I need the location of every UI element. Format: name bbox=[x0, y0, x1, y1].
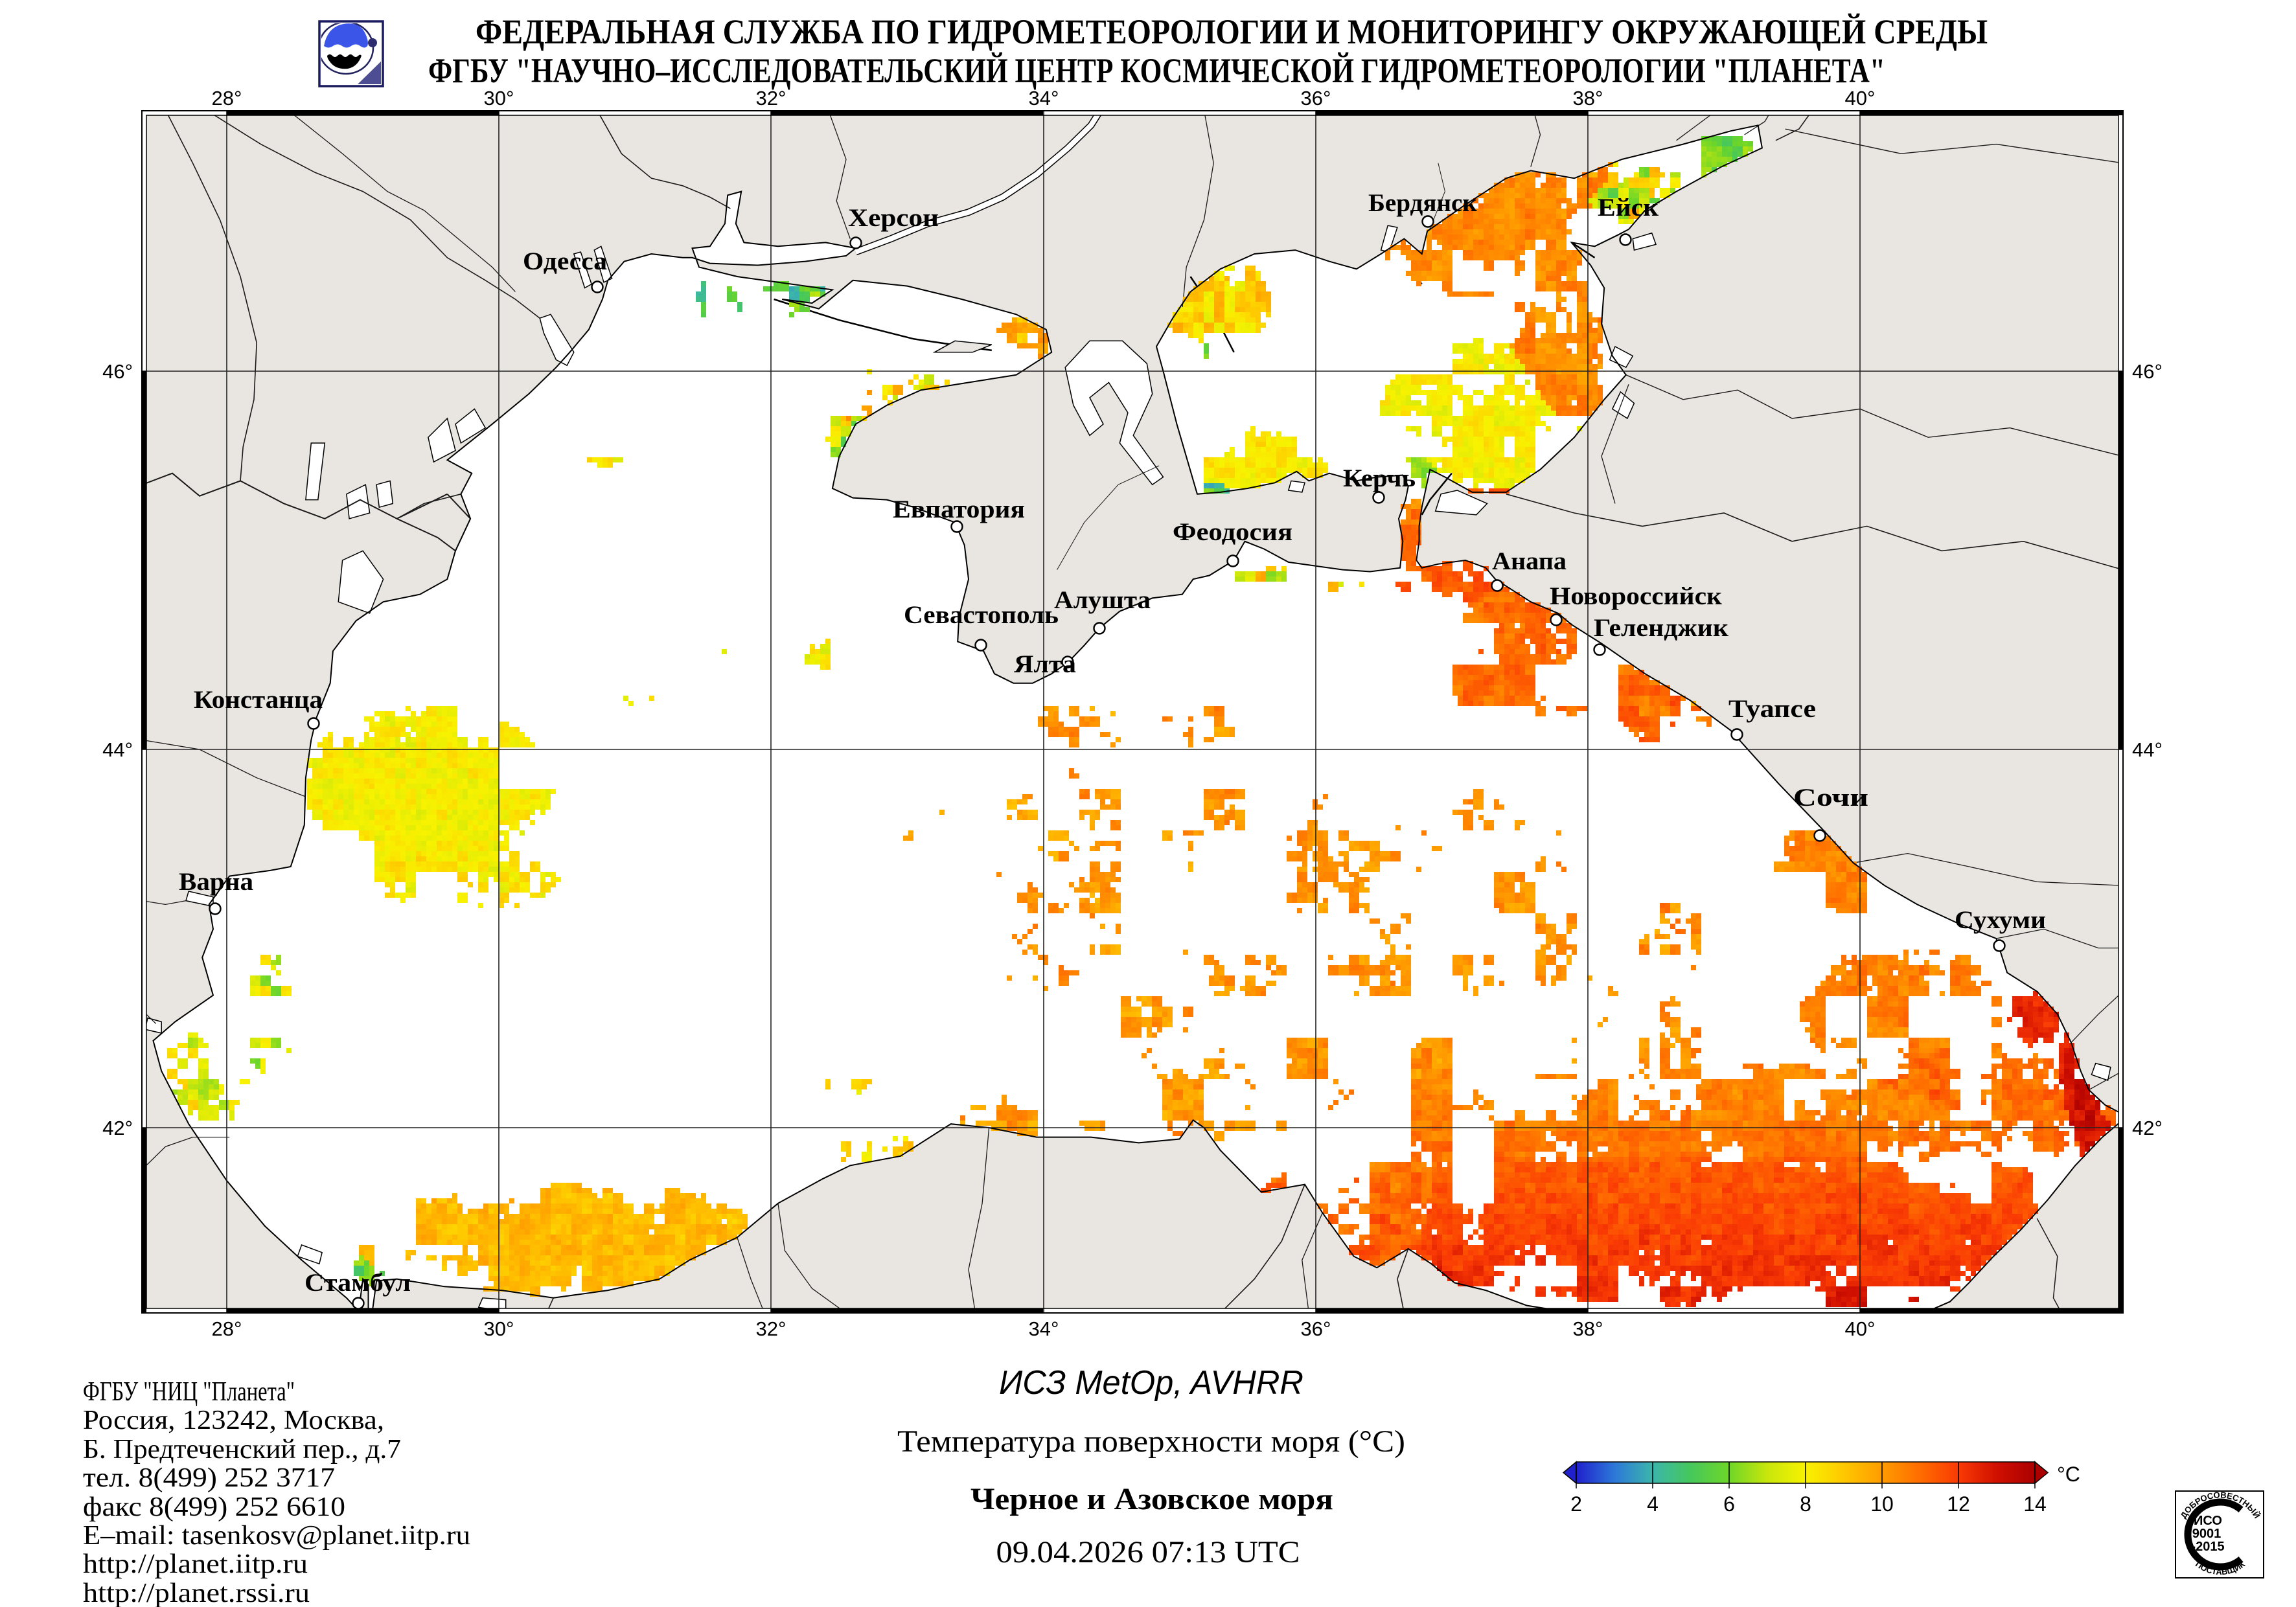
svg-text:Керчь: Керчь bbox=[1343, 464, 1416, 492]
svg-text:Алушта: Алушта bbox=[1054, 586, 1151, 614]
svg-text:34°: 34° bbox=[1029, 1317, 1059, 1340]
svg-text:ФЕДЕРАЛЬНАЯ СЛУЖБА ПО ГИДРОМЕТ: ФЕДЕРАЛЬНАЯ СЛУЖБА ПО ГИДРОМЕТЕОРОЛОГИИ … bbox=[476, 12, 1988, 51]
svg-text:Черное и Азовское моря: Черное и Азовское моря bbox=[970, 1482, 1333, 1516]
svg-text:Евпатория: Евпатория bbox=[893, 496, 1025, 523]
svg-text:Температура поверхности моря (: Температура поверхности моря (°C) bbox=[897, 1424, 1405, 1459]
svg-text:Россия, 123242, Москва,: Россия, 123242, Москва, bbox=[83, 1406, 384, 1435]
svg-text:Констанца: Констанца bbox=[194, 686, 323, 714]
svg-text:E–mail: tasenkosv@planet.iitp.: E–mail: tasenkosv@planet.iitp.ru bbox=[83, 1521, 470, 1551]
svg-text:-2015: -2015 bbox=[2191, 1540, 2224, 1554]
svg-text:Новороссийск: Новороссийск bbox=[1550, 582, 1723, 610]
svg-text:09.04.2026 07:13 UTC: 09.04.2026 07:13 UTC bbox=[996, 1535, 1300, 1569]
svg-text:Феодосия: Феодосия bbox=[1173, 518, 1292, 546]
svg-text:28°: 28° bbox=[212, 87, 242, 109]
svg-text:14: 14 bbox=[2023, 1492, 2047, 1516]
svg-text:44°: 44° bbox=[2132, 738, 2163, 761]
svg-text:12: 12 bbox=[1947, 1492, 1970, 1516]
svg-text:4: 4 bbox=[1647, 1492, 1659, 1516]
svg-text:Ейск: Ейск bbox=[1598, 194, 1659, 222]
svg-text:Одесса: Одесса bbox=[523, 247, 607, 275]
svg-text:ИСЗ MetOp, AVHRR: ИСЗ MetOp, AVHRR bbox=[999, 1364, 1303, 1402]
svg-text:Сухуми: Сухуми bbox=[1955, 906, 2046, 934]
svg-text:Туапсе: Туапсе bbox=[1728, 695, 1816, 723]
svg-text:Херсон: Херсон bbox=[848, 204, 939, 232]
svg-text:Ялта: Ялта bbox=[1014, 650, 1076, 678]
svg-text:38°: 38° bbox=[1573, 87, 1603, 109]
svg-text:Анапа: Анапа bbox=[1492, 547, 1567, 575]
svg-text:34°: 34° bbox=[1029, 87, 1059, 109]
svg-text:http://planet.iitp.ru: http://planet.iitp.ru bbox=[83, 1549, 308, 1579]
svg-text:10: 10 bbox=[1870, 1492, 1894, 1516]
svg-text:http://planet.rssi.ru: http://planet.rssi.ru bbox=[83, 1579, 310, 1607]
svg-text:30°: 30° bbox=[484, 87, 514, 109]
svg-text:44°: 44° bbox=[102, 738, 133, 761]
svg-text:32°: 32° bbox=[756, 87, 786, 109]
svg-text:°C: °C bbox=[2057, 1463, 2080, 1486]
svg-text:ФГБУ "НАУЧНО–ИССЛЕДОВАТЕЛЬСКИЙ: ФГБУ "НАУЧНО–ИССЛЕДОВАТЕЛЬСКИЙ ЦЕНТР КОС… bbox=[428, 51, 1885, 90]
svg-text:38°: 38° bbox=[1573, 1317, 1603, 1340]
svg-text:6: 6 bbox=[1723, 1492, 1735, 1516]
svg-text:ФГБУ "НИЦ "Планета": ФГБУ "НИЦ "Планета" bbox=[83, 1377, 295, 1407]
svg-text:36°: 36° bbox=[1301, 1317, 1331, 1340]
svg-text:40°: 40° bbox=[1845, 1317, 1876, 1340]
svg-text:Б. Предтеченский пер., д.7: Б. Предтеченский пер., д.7 bbox=[83, 1435, 401, 1465]
svg-text:2: 2 bbox=[1570, 1492, 1582, 1516]
svg-text:факс 8(499) 252 6610: факс 8(499) 252 6610 bbox=[83, 1492, 345, 1522]
svg-text:28°: 28° bbox=[212, 1317, 242, 1340]
svg-text:ИСО: ИСО bbox=[2194, 1514, 2222, 1528]
svg-text:9001: 9001 bbox=[2192, 1527, 2221, 1541]
svg-text:Сочи: Сочи bbox=[1793, 784, 1868, 812]
svg-text:8: 8 bbox=[1800, 1492, 1811, 1516]
svg-text:Севастополь: Севастополь bbox=[904, 601, 1059, 629]
svg-text:42°: 42° bbox=[2132, 1117, 2163, 1139]
svg-text:Бердянск: Бердянск bbox=[1368, 189, 1478, 217]
svg-text:30°: 30° bbox=[484, 1317, 514, 1340]
svg-text:46°: 46° bbox=[102, 360, 133, 383]
svg-text:42°: 42° bbox=[102, 1117, 133, 1139]
svg-text:46°: 46° bbox=[2132, 360, 2163, 383]
svg-text:Варна: Варна bbox=[179, 868, 253, 896]
svg-text:тел. 8(499) 252 3717: тел. 8(499) 252 3717 bbox=[83, 1463, 335, 1493]
svg-text:40°: 40° bbox=[1845, 87, 1876, 109]
svg-text:32°: 32° bbox=[756, 1317, 786, 1340]
svg-text:Геленджик: Геленджик bbox=[1594, 614, 1729, 642]
svg-text:Стамбул: Стамбул bbox=[304, 1269, 411, 1297]
svg-text:36°: 36° bbox=[1301, 87, 1331, 109]
